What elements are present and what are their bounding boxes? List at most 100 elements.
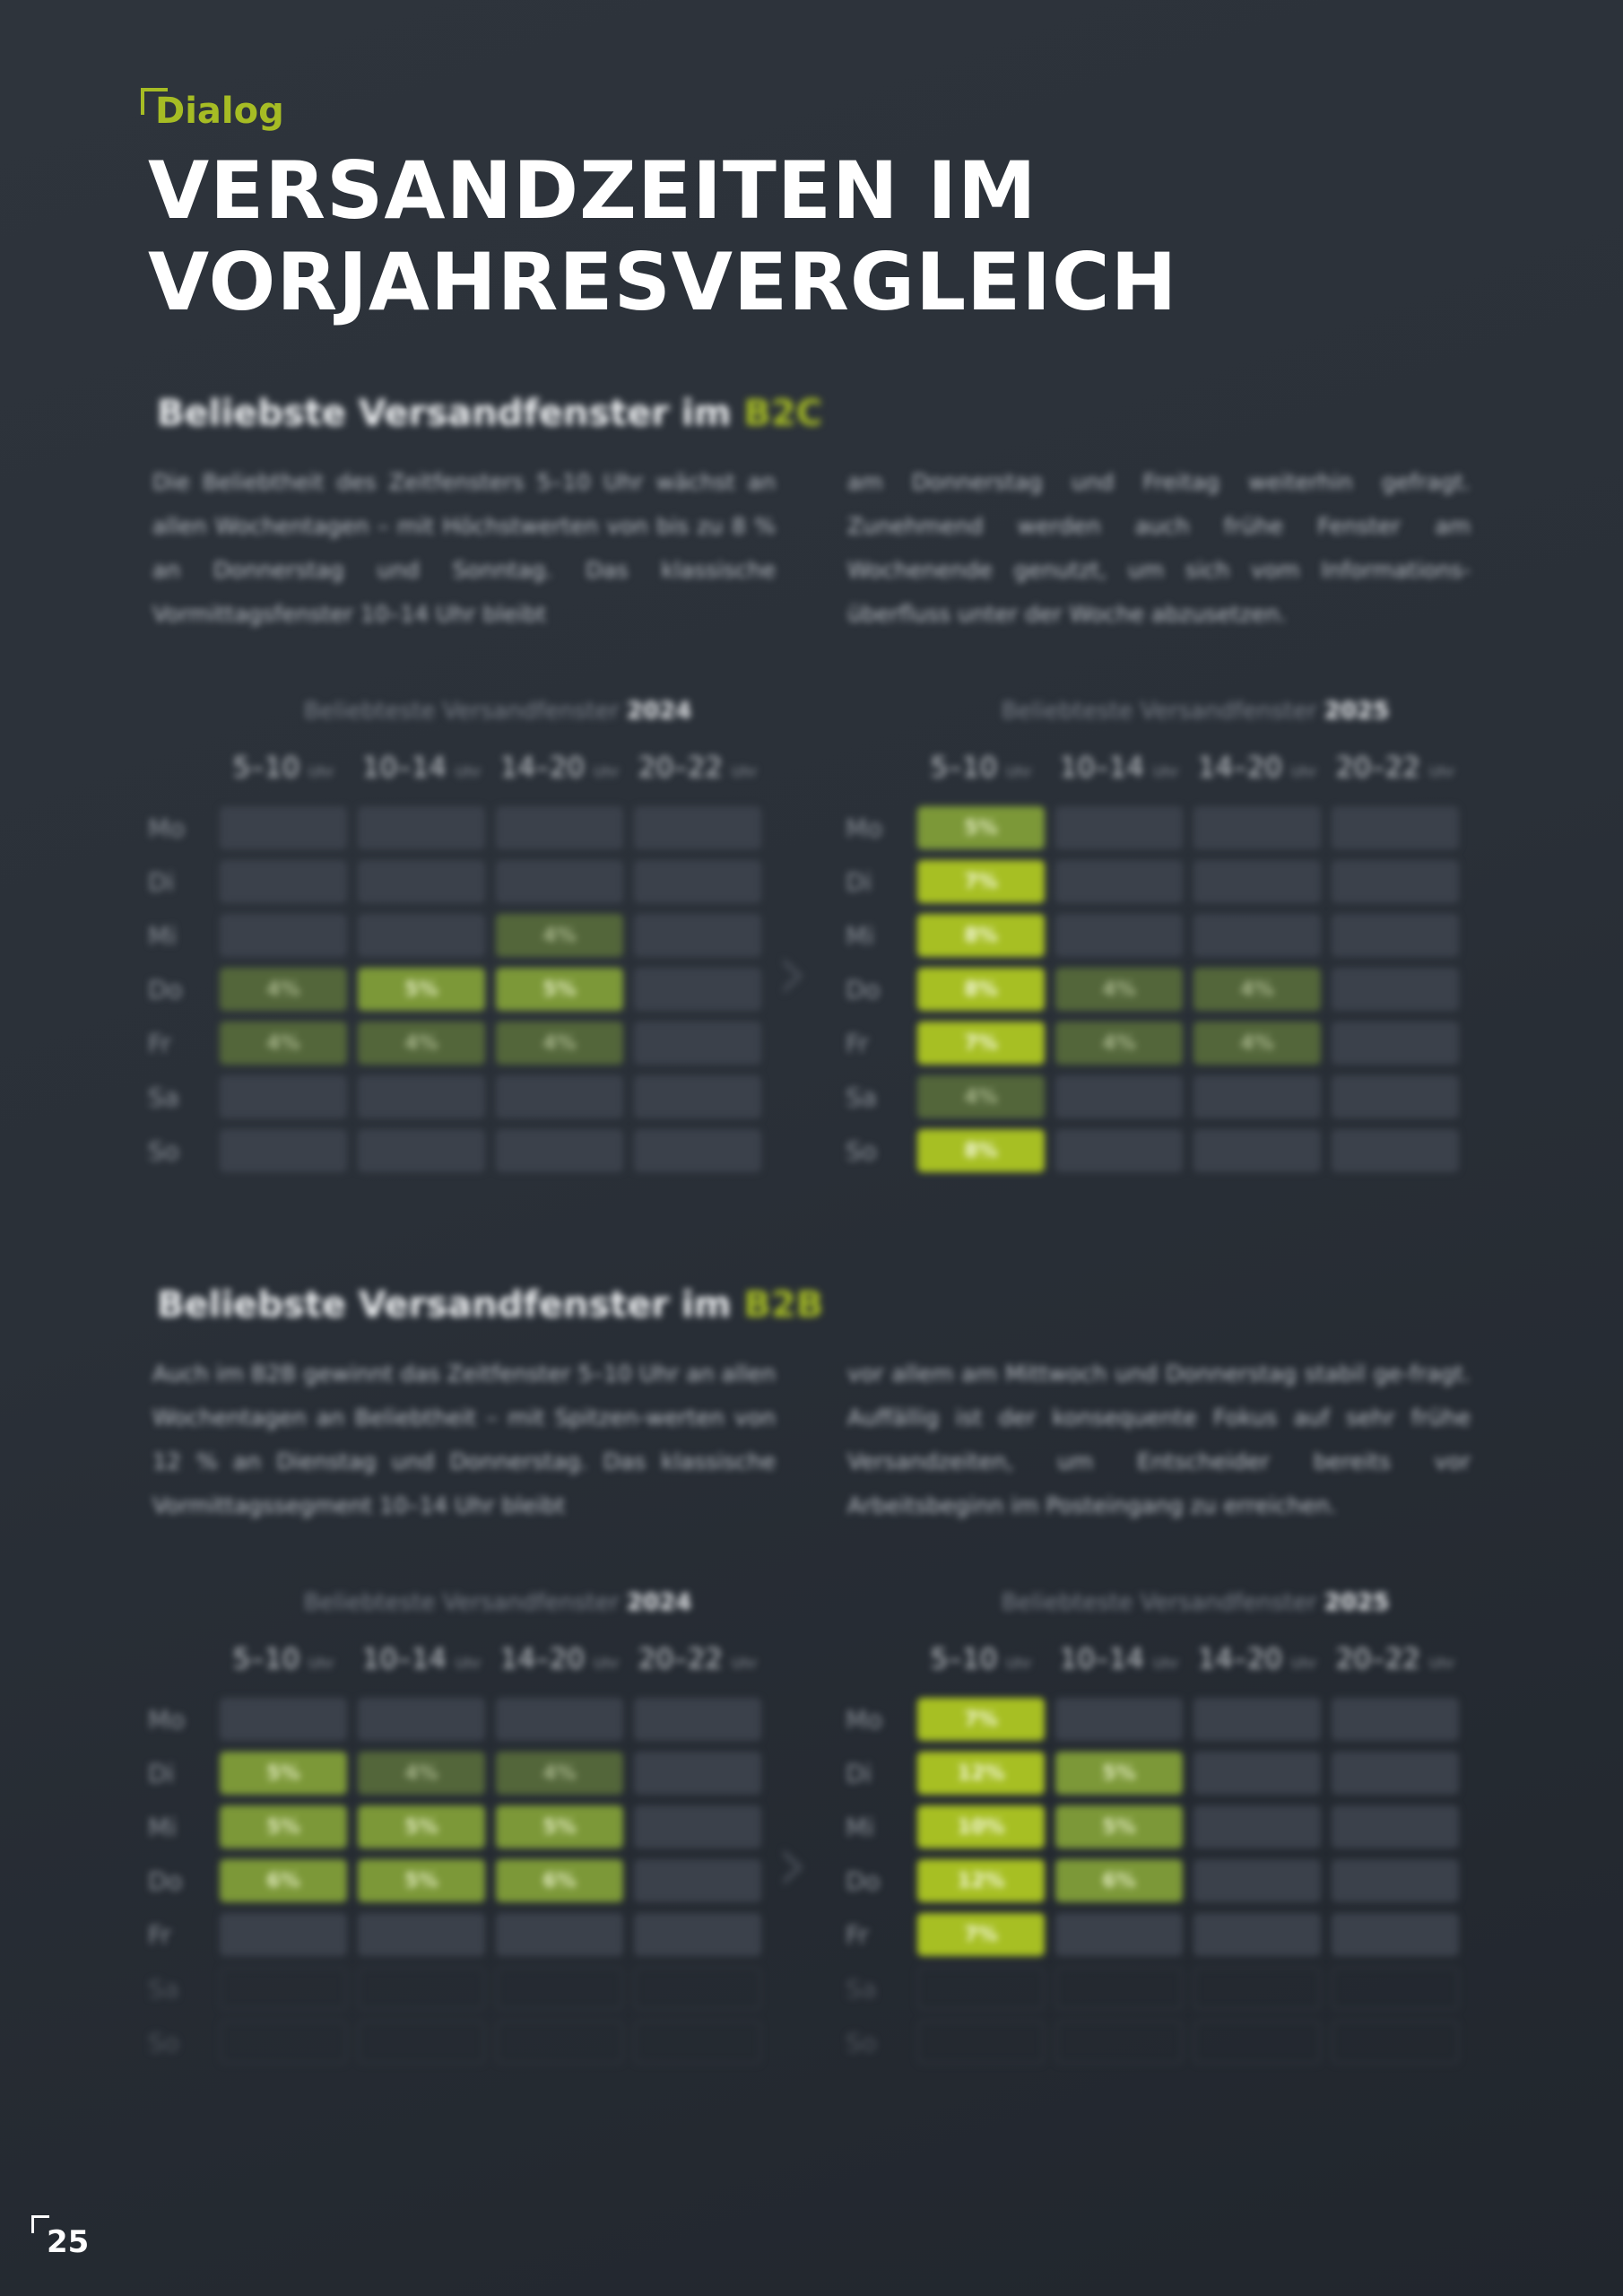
heatmap-cell: [220, 806, 347, 849]
column-header-unit: Uhr: [455, 1655, 482, 1672]
heatmap-cell: [1332, 968, 1459, 1011]
heatmap-cell: 6%: [1055, 1859, 1183, 1902]
heatmap-cell: 5%: [358, 968, 485, 1011]
heatmap-cell: [220, 1913, 347, 1956]
heatmap-cell: 8%: [917, 1129, 1045, 1172]
b2c-intro: Die Beliebtheit des Zeitfensters 5–10 Uh…: [152, 460, 1471, 636]
heatmap-cell: 12%: [917, 1752, 1045, 1795]
heatmap-cell: 4%: [1055, 968, 1183, 1011]
heatmap-title-text: Beliebteste Versandfenster: [1001, 698, 1317, 725]
weekday-label: Fr: [148, 1919, 171, 1950]
heatmap-cell: 8%: [917, 914, 1045, 957]
heatmap-cell: 6%: [220, 1859, 347, 1902]
heatmap-cell: [220, 1075, 347, 1118]
heatmap-cell: 4%: [358, 1752, 485, 1795]
b2c-heading: Beliebste Versandfenster im B2C: [157, 393, 822, 434]
heatmap-cell: 5%: [358, 1859, 485, 1902]
column-header-range: 5–10: [232, 752, 300, 784]
heatmap-title-text: Beliebteste Versandfenster: [303, 1589, 620, 1616]
heatmap-cell: [358, 806, 485, 849]
heatmap-cell: [1193, 1967, 1321, 2010]
heatmap-cell: [220, 1698, 347, 1741]
heatmap-cell: 4%: [496, 1752, 623, 1795]
weekday-label: Fr: [846, 1028, 869, 1058]
column-header: 10–14 Uhr: [358, 1643, 485, 1675]
heatmap-cell: [1193, 860, 1321, 903]
column-header-range: 14–20: [499, 1643, 586, 1675]
heatmap-cell: 4%: [496, 1022, 623, 1065]
heatmap-cell: [1055, 1698, 1183, 1741]
weekday-label: Do: [846, 1866, 881, 1896]
heatmap-cell: [1193, 1075, 1321, 1118]
heatmap-cell: 7%: [917, 1913, 1045, 1956]
column-header-unit: Uhr: [308, 1655, 334, 1672]
heatmap-title-year: 2025: [1324, 1589, 1390, 1616]
heatmap-title-text: Beliebteste Versandfenster: [1001, 1589, 1317, 1616]
heatmap-cell: 4%: [220, 968, 347, 1011]
b2c-text-left: Die Beliebtheit des Zeitfensters 5–10 Uh…: [152, 469, 776, 627]
heatmap-row: Di 12% 5%: [846, 1746, 1459, 1800]
heatmap-title: Beliebteste Versandfenster 2024: [220, 1589, 776, 1616]
heatmap-row: So: [846, 2015, 1459, 2069]
column-header-range: 10–14: [1059, 1643, 1145, 1675]
column-header: 14–20 Uhr: [496, 1643, 623, 1675]
heatmap-row: Mo 7%: [846, 1692, 1459, 1746]
b2b-text-left: Auch im B2B gewinnt das Zeitfenster 5–10…: [152, 1361, 776, 1518]
heatmap-title: Beliebteste Versandfenster 2024: [220, 698, 776, 725]
weekday-label: Mo: [846, 1704, 883, 1735]
column-header-range: 14–20: [499, 752, 586, 784]
heatmap-cell: [634, 1129, 761, 1172]
heatmap-cell: [220, 2021, 347, 2064]
heatmap-row: Di 7%: [846, 855, 1459, 909]
weekday-label: Di: [148, 866, 175, 897]
column-header-range: 5–10: [930, 1643, 998, 1675]
heatmap-cell: [358, 860, 485, 903]
heatmap-cell: 5%: [1055, 1805, 1183, 1848]
heatmap-row: Di 5% 4% 4%: [148, 1746, 761, 1800]
heatmap-cell: 10%: [917, 1805, 1045, 1848]
weekday-label: Mo: [148, 1704, 186, 1735]
column-header: 5–10 Uhr: [917, 1643, 1045, 1675]
column-header-range: 20–22: [638, 752, 724, 784]
heatmap-title: Beliebteste Versandfenster 2025: [917, 1589, 1473, 1616]
section-kicker: Dialog: [155, 91, 284, 132]
page-title: VERSANDZEITEN IM VORJAHRESVERGLEICH: [148, 144, 1178, 328]
weekday-label: Di: [846, 1758, 872, 1788]
heatmap-cell: [1193, 1752, 1321, 1795]
heatmap-row: So: [148, 1124, 761, 1178]
heatmap-title-year: 2025: [1324, 698, 1390, 725]
column-header-unit: Uhr: [1290, 763, 1317, 780]
heatmap-row: Sa: [148, 1961, 761, 2015]
heatmap-row: So: [148, 2015, 761, 2069]
column-header-unit: Uhr: [1428, 1655, 1455, 1672]
heatmap-cell: [496, 2021, 623, 2064]
heatmap-cell: [1055, 2021, 1183, 2064]
weekday-label: Do: [148, 974, 183, 1004]
heatmap-row: Sa 4%: [846, 1070, 1459, 1124]
heatmap-cell: [1193, 914, 1321, 957]
b2c-text-right: am Donnerstag und Freitag weiterhin gefr…: [847, 469, 1471, 627]
heatmap-title-text: Beliebteste Versandfenster: [303, 698, 620, 725]
heatmap-cell: [358, 1967, 485, 2010]
column-header: 20–22 Uhr: [634, 1643, 761, 1675]
column-header: 14–20 Uhr: [1193, 1643, 1321, 1675]
heatmap-column-headers: 5–10 Uhr 10–14 Uhr 14–20 Uhr 20–22 Uhr: [220, 752, 761, 784]
heatmap-cell: 6%: [496, 1859, 623, 1902]
column-header: 10–14 Uhr: [358, 752, 485, 784]
column-header: 10–14 Uhr: [1055, 1643, 1183, 1675]
heatmap-cell: [220, 1129, 347, 1172]
column-header: 20–22 Uhr: [634, 752, 761, 784]
heatmap-cell: [1055, 1967, 1183, 2010]
heatmap-cell: [1193, 1698, 1321, 1741]
heatmap-cell: [1055, 1075, 1183, 1118]
heatmap-row: Mi 4%: [148, 909, 761, 962]
column-header-range: 20–22: [1335, 752, 1421, 784]
heatmap-cell: [1332, 806, 1459, 849]
heatmap-rows: Mo 5% Di 7% Mi 8% Do 8% 4% 4% Fr 7% 4% 4% Sa 4% So 8%: [846, 801, 1459, 1178]
heatmap-rows: Mo 7% Di 12% 5% Mi 10% 5% Do 12% 6% Fr 7% Sa So: [846, 1692, 1459, 2069]
heatmap-cell: [1332, 914, 1459, 957]
heatmap-cell: 12%: [917, 1859, 1045, 1902]
heatmap-cell: [1332, 1913, 1459, 1956]
heatmap-cell: [1193, 1913, 1321, 1956]
heatmap-column-headers: 5–10 Uhr 10–14 Uhr 14–20 Uhr 20–22 Uhr: [917, 1643, 1459, 1675]
